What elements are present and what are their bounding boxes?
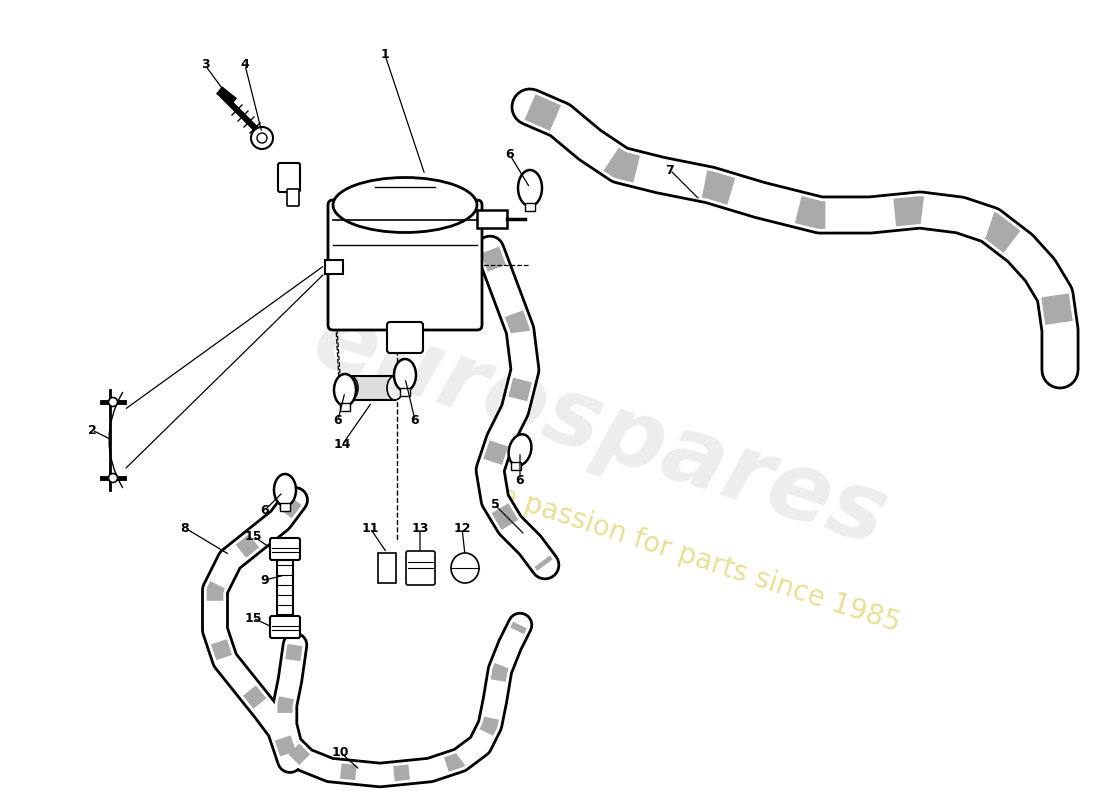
Text: 6: 6 — [410, 414, 419, 426]
Text: 6: 6 — [506, 149, 515, 162]
Ellipse shape — [451, 553, 478, 583]
Text: eurospares: eurospares — [301, 294, 899, 566]
Text: 12: 12 — [453, 522, 471, 534]
FancyBboxPatch shape — [525, 203, 535, 211]
Text: 6: 6 — [516, 474, 525, 486]
FancyBboxPatch shape — [287, 189, 299, 206]
FancyBboxPatch shape — [510, 462, 521, 470]
Text: 8: 8 — [180, 522, 189, 534]
Circle shape — [109, 474, 118, 482]
Bar — [324, 260, 343, 274]
Bar — [378, 553, 396, 583]
FancyBboxPatch shape — [270, 616, 300, 638]
Text: 4: 4 — [241, 58, 250, 71]
Text: a passion for parts since 1985: a passion for parts since 1985 — [496, 482, 904, 638]
Text: 1: 1 — [381, 49, 389, 62]
Text: 7: 7 — [666, 163, 674, 177]
Text: 6: 6 — [333, 414, 342, 426]
Bar — [277, 560, 293, 615]
Text: 14: 14 — [333, 438, 351, 451]
Circle shape — [109, 398, 118, 406]
Text: 10: 10 — [331, 746, 349, 758]
Ellipse shape — [333, 178, 477, 233]
Ellipse shape — [334, 374, 356, 406]
FancyBboxPatch shape — [278, 163, 300, 192]
Text: 11: 11 — [361, 522, 378, 534]
Text: 15: 15 — [244, 611, 262, 625]
FancyBboxPatch shape — [328, 200, 482, 330]
FancyBboxPatch shape — [406, 551, 434, 585]
Text: 9: 9 — [261, 574, 270, 586]
Ellipse shape — [508, 434, 531, 466]
Text: 5: 5 — [491, 498, 499, 511]
Bar — [350, 376, 395, 400]
Ellipse shape — [387, 376, 403, 400]
Ellipse shape — [394, 359, 416, 391]
FancyBboxPatch shape — [270, 538, 300, 560]
Text: 13: 13 — [411, 522, 429, 534]
Bar — [477, 210, 507, 228]
FancyBboxPatch shape — [280, 503, 290, 511]
Text: 6: 6 — [261, 503, 270, 517]
Text: 3: 3 — [200, 58, 209, 71]
FancyBboxPatch shape — [340, 403, 350, 411]
FancyBboxPatch shape — [387, 322, 424, 353]
Ellipse shape — [518, 170, 542, 206]
FancyBboxPatch shape — [400, 388, 410, 396]
Ellipse shape — [342, 376, 358, 400]
Ellipse shape — [251, 127, 273, 149]
Ellipse shape — [257, 133, 267, 143]
Text: 15: 15 — [244, 530, 262, 542]
Ellipse shape — [274, 474, 296, 506]
Text: 2: 2 — [88, 423, 97, 437]
